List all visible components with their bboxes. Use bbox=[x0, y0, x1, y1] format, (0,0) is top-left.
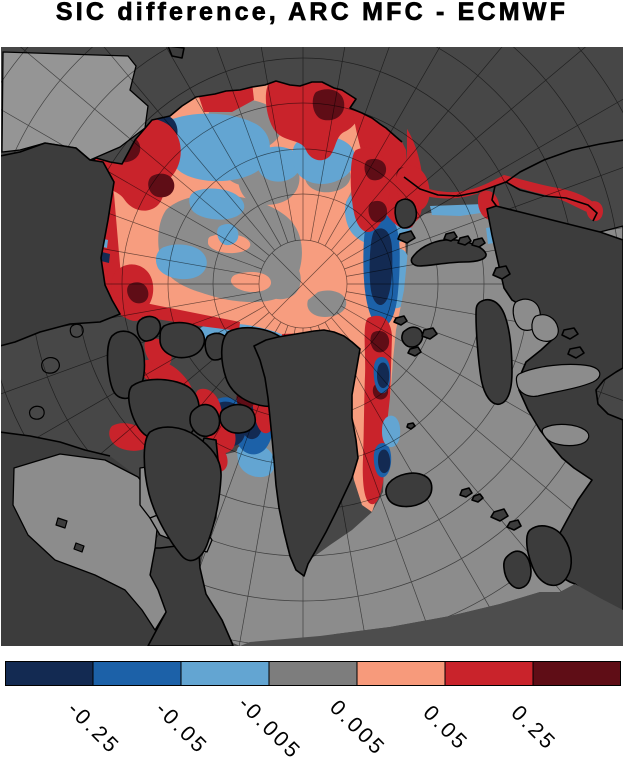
svg-text:0.005: 0.005 bbox=[325, 695, 391, 761]
svg-text:0.25: 0.25 bbox=[506, 701, 561, 756]
svg-text:-0.25: -0.25 bbox=[63, 697, 125, 759]
svg-text:0.05: 0.05 bbox=[418, 701, 473, 756]
svg-text:-0.005: -0.005 bbox=[234, 692, 307, 762]
svg-text:-0.05: -0.05 bbox=[151, 697, 213, 759]
